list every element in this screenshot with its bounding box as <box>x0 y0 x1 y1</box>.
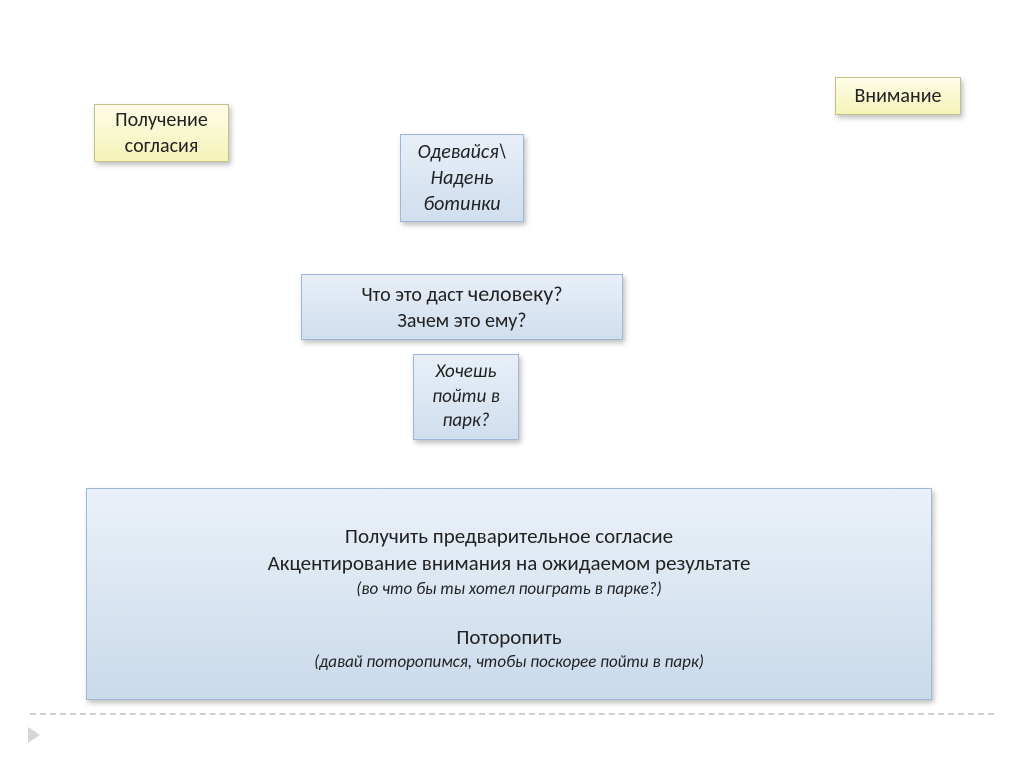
main-block: Получить предварительное согласие Акцент… <box>86 488 932 700</box>
want-park-line1: Хочешь <box>436 360 497 385</box>
instruction-line1: Одевайся\ <box>418 139 507 165</box>
consent-label-box: Получение согласия <box>94 104 229 162</box>
want-park-line3: парк? <box>442 409 489 434</box>
main-line2: Акцентирование внимания на ожидаемом рез… <box>268 550 751 577</box>
benefit-box: Что это даст человеку? Зачем это ему? <box>301 274 623 340</box>
instruction-line3: ботинки <box>423 191 500 217</box>
main-line4: Поторопить <box>456 624 561 651</box>
want-park-box: Хочешь пойти в парк? <box>413 354 519 440</box>
main-line5: (давай поторопимся, чтобы поскорее пойти… <box>314 651 704 673</box>
want-park-line2: пойти в <box>432 385 500 410</box>
instruction-line2: Надень <box>431 165 494 191</box>
consent-label-line2: согласия <box>125 133 199 159</box>
consent-label-line1: Получение <box>115 107 208 133</box>
attention-label-text: Внимание <box>855 83 942 109</box>
instruction-box: Одевайся\ Надень ботинки <box>400 134 524 222</box>
benefit-line1-part2: человеку <box>468 280 553 307</box>
benefit-line2: Зачем это ему? <box>397 308 526 334</box>
footer-arrow-icon <box>28 727 40 743</box>
benefit-line1: Что это даст человеку? <box>361 280 562 309</box>
main-line3: (во что бы ты хотел поиграть в парке?) <box>356 578 661 600</box>
benefit-line1-part3: ? <box>553 283 562 307</box>
benefit-line1-part1: Что это даст <box>361 283 467 307</box>
footer-dashed-line <box>30 713 994 715</box>
main-line1: Получить предварительное согласие <box>345 523 673 550</box>
attention-label-box: Внимание <box>835 77 961 115</box>
